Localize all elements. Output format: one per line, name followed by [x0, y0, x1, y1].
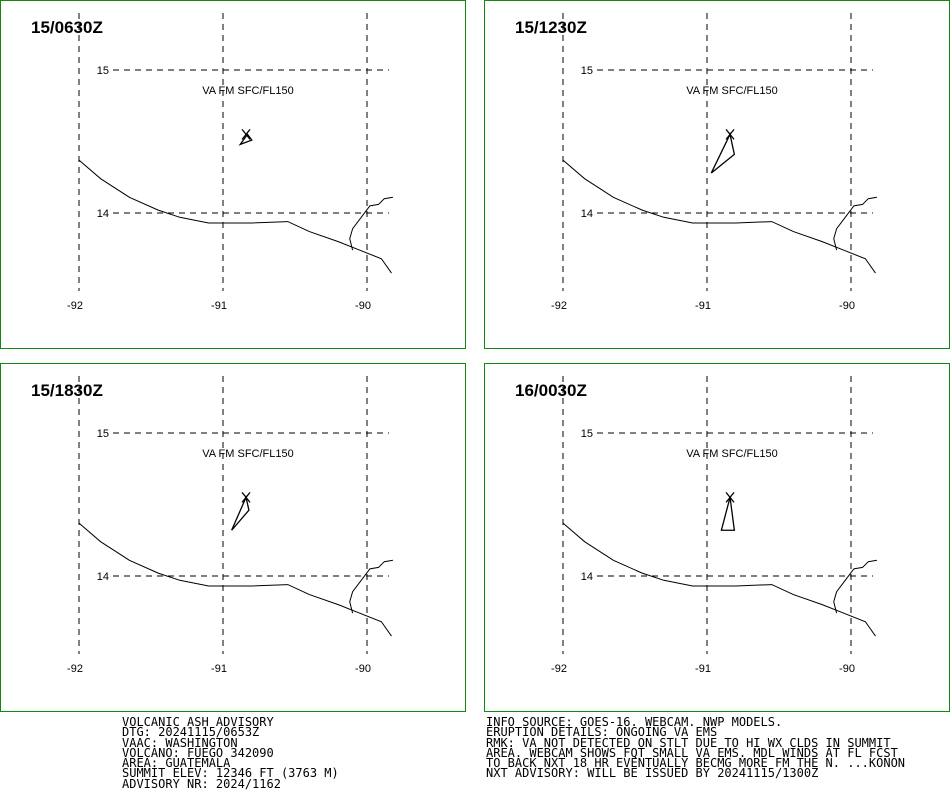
panel-time-1: 15/0630Z [31, 18, 103, 37]
advisory-line: VAAC: WASHINGTON [122, 735, 238, 750]
advisory-line: TO BACK NXT 18 HR EVENTUALLY BECMG MORE … [486, 756, 906, 771]
advisory-line: NXT ADVISORY: WILL BE ISSUED BY 20241115… [486, 766, 819, 781]
longitude-label: -91 [695, 663, 711, 675]
advisory-line: ERUPTION DETAILS: ONGOING VA EMS [486, 725, 718, 740]
ash-plume-polygon [720, 497, 736, 531]
latitude-label: 14 [97, 571, 109, 583]
advisory-line: DTG: 20241115/0653Z [122, 725, 260, 740]
forecast-panel-2: 15 14 -92 -91 -90 VA FM SFC/FL150 15/1230Z [484, 0, 950, 349]
forecast-panel-3: 15 14 -92 -91 -90 VA FM SFC/FL150 15/1830Z [0, 363, 466, 712]
volcano-marker [241, 491, 251, 503]
latitude-label: 15 [581, 428, 593, 440]
longitude-label: -90 [355, 663, 371, 675]
longitude-label: -90 [355, 300, 371, 312]
coastline [78, 522, 392, 637]
longitude-label: -92 [551, 663, 567, 675]
latitude-label: 14 [581, 571, 593, 583]
volcano-marker [725, 491, 735, 503]
longitude-label: -92 [67, 300, 83, 312]
ash-plume-polygon [238, 133, 253, 146]
forecast-panel-4: 15 14 -92 -91 -90 VA FM SFC/FL150 16/0030Z [484, 363, 950, 712]
advisory-line: AREA. WEBCAM SHOWS FQT SMALL VA EMS. MDL… [486, 745, 898, 760]
advisory-line: AREA: GUATEMALA [122, 756, 231, 771]
ash-level-label: VA FM SFC/FL150 [686, 85, 778, 97]
advisory-line: VOLCANO: FUEGO 342090 [122, 745, 274, 760]
longitude-label: -91 [211, 663, 227, 675]
border-line [833, 559, 878, 614]
forecast-panel-1: 15 14 -92 -91 -90 VA FM SFC/FL150 15/0630Z [0, 0, 466, 349]
latitude-label: 14 [581, 208, 593, 220]
latitude-label: 15 [97, 428, 109, 440]
panel-time-4: 16/0030Z [515, 381, 587, 400]
advisory-line: SUMMIT ELEV: 12346 FT (3763 M) [122, 766, 339, 781]
ash-level-label: VA FM SFC/FL150 [202, 85, 294, 97]
ash-plume-polygon [231, 495, 250, 531]
latitude-label: 15 [581, 65, 593, 77]
map-1: 15 14 -92 -91 -90 VA FM SFC/FL150 [67, 13, 394, 312]
latitude-label: 14 [97, 208, 109, 220]
longitude-label: -92 [67, 663, 83, 675]
border-line [833, 196, 878, 251]
volcano-marker [725, 128, 735, 140]
longitude-label: -90 [839, 663, 855, 675]
longitude-label: -91 [695, 300, 711, 312]
coastline [562, 159, 876, 274]
advisory-line: RMK: VA NOT DETECTED ON STLT DUE TO HI W… [486, 735, 891, 750]
map-3: 15 14 -92 -91 -90 VA FM SFC/FL150 [67, 376, 394, 675]
coastline [78, 159, 392, 274]
volcano-marker [241, 128, 251, 140]
panel-time-2: 15/1230Z [515, 18, 587, 37]
longitude-label: -91 [211, 300, 227, 312]
border-line [349, 196, 394, 251]
advisory-line: INFO SOURCE: GOES-16. WEBCAM. NWP MODELS… [486, 715, 783, 729]
longitude-label: -92 [551, 300, 567, 312]
advisory-line: VOLCANIC ASH ADVISORY [122, 715, 274, 729]
latitude-label: 15 [97, 65, 109, 77]
border-line [349, 559, 394, 614]
longitude-label: -90 [839, 300, 855, 312]
advisory-header-text: VOLCANIC ASH ADVISORY DTG: 20241115/0653… [122, 715, 339, 791]
ash-level-label: VA FM SFC/FL150 [686, 448, 778, 460]
map-2: 15 14 -92 -91 -90 VA FM SFC/FL150 [551, 13, 878, 312]
ash-level-label: VA FM SFC/FL150 [202, 448, 294, 460]
coastline [562, 522, 876, 637]
advisory-details-text: INFO SOURCE: GOES-16. WEBCAM. NWP MODELS… [486, 715, 906, 781]
map-4: 15 14 -92 -91 -90 VA FM SFC/FL150 [551, 376, 878, 675]
advisory-line: ADVISORY NR: 2024/1162 [122, 776, 281, 791]
ash-plume-polygon [710, 132, 736, 174]
panel-time-3: 15/1830Z [31, 381, 103, 400]
